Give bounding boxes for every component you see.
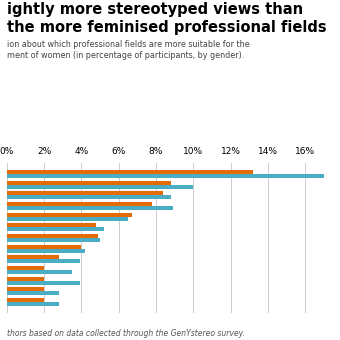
Text: ion about which professional fields are more suitable for the: ion about which professional fields are … [7, 40, 250, 49]
Bar [7, 287, 44, 291]
Text: thors based on data collected through the GenYstereo survey.: thors based on data collected through th… [7, 329, 245, 338]
Bar [7, 302, 59, 306]
Bar [7, 259, 80, 264]
Bar [7, 266, 44, 270]
Bar [7, 227, 104, 232]
Bar [7, 244, 81, 249]
Bar [7, 255, 59, 259]
Bar [7, 249, 85, 253]
Bar [7, 174, 324, 178]
Bar [7, 170, 253, 174]
Text: ment of women (in percentage of participants, by gender).: ment of women (in percentage of particip… [7, 51, 244, 60]
Bar [7, 217, 128, 221]
Bar [7, 191, 164, 196]
Bar [7, 270, 72, 274]
Bar [7, 185, 193, 189]
Text: the more feminised professional fields: the more feminised professional fields [7, 20, 326, 35]
Bar [7, 291, 59, 295]
Bar [7, 202, 152, 206]
Bar [7, 298, 44, 302]
Bar [7, 238, 100, 242]
Text: ightly more stereotyped views than: ightly more stereotyped views than [7, 2, 303, 17]
Bar [7, 280, 80, 285]
Bar [7, 276, 44, 280]
Bar [7, 181, 171, 185]
Bar [7, 195, 171, 200]
Bar [7, 212, 132, 217]
Bar [7, 234, 98, 238]
Bar [7, 206, 173, 210]
Bar [7, 223, 96, 227]
